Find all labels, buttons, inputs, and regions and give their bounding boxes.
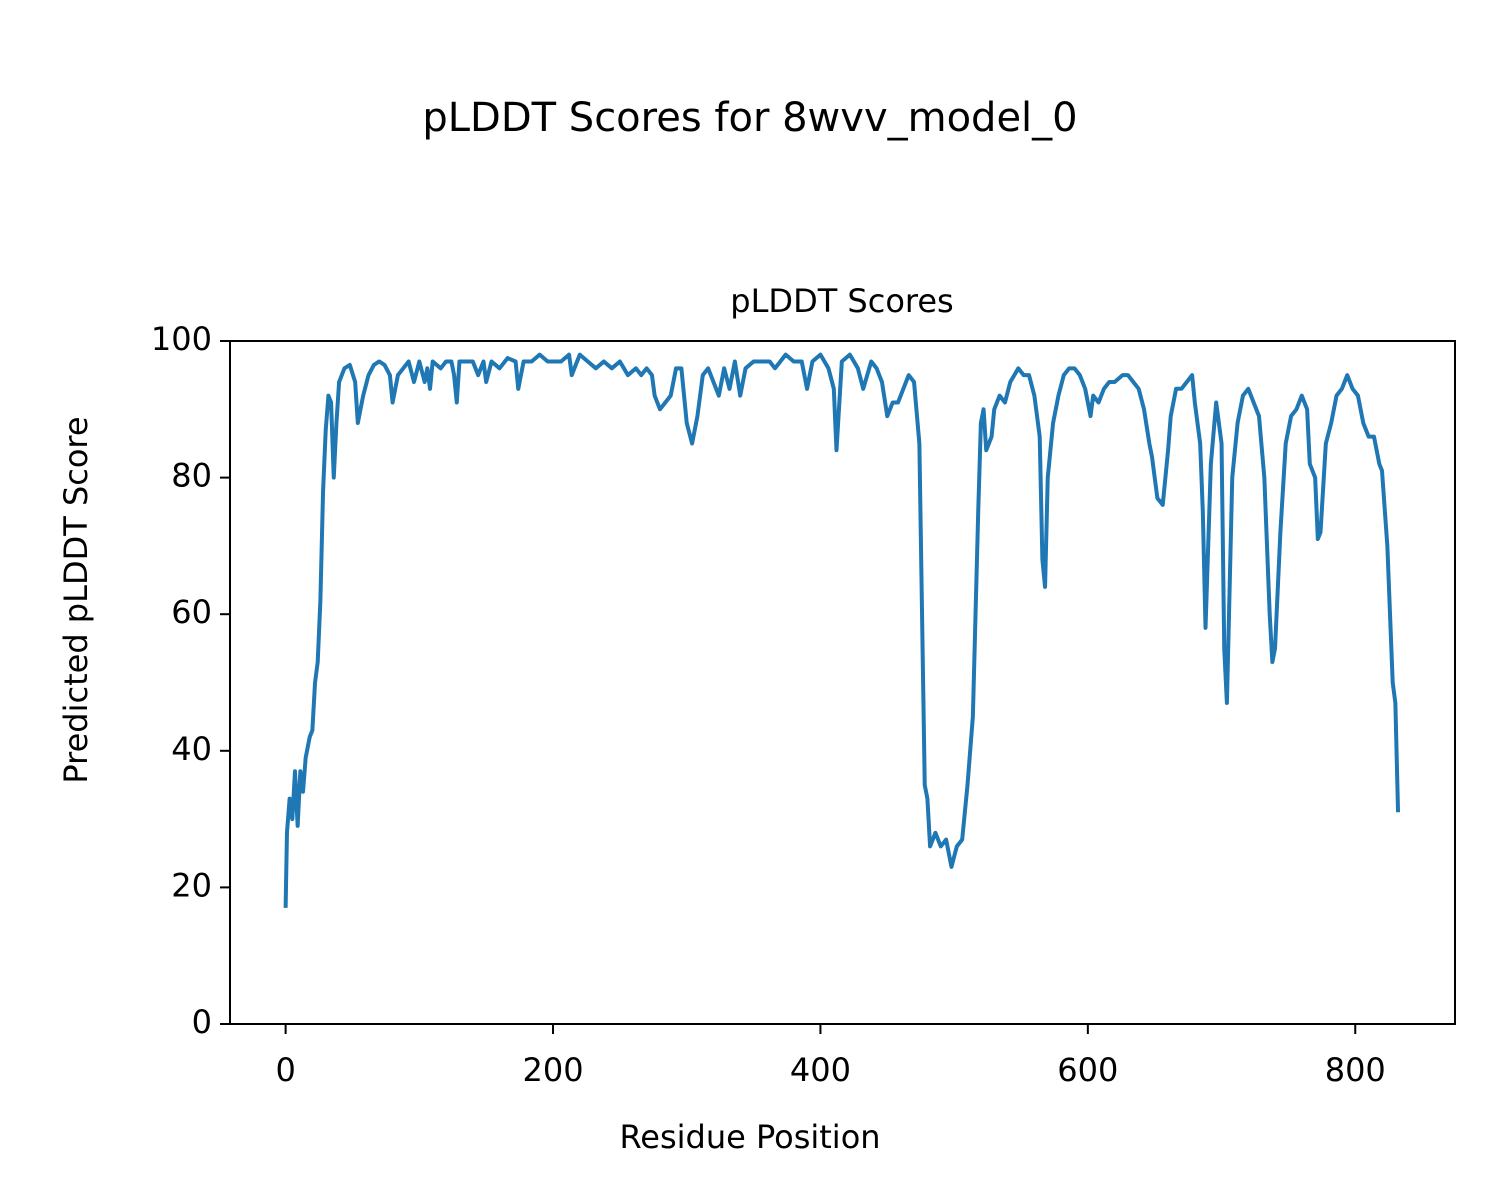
y-tick-label: 0	[192, 1003, 212, 1041]
y-tick-label: 100	[151, 320, 212, 358]
data-line	[283, 352, 1401, 908]
axes-title: pLDDT Scores	[730, 282, 953, 320]
x-tick-label: 400	[790, 1051, 851, 1089]
y-tick-label: 60	[171, 593, 212, 631]
x-tick-label: 0	[275, 1051, 295, 1089]
plot-frame	[229, 340, 1456, 1025]
y-tick-label: 40	[171, 730, 212, 768]
y-axis-label: Predicted pLDDT Score	[57, 416, 95, 783]
chart-title: pLDDT Scores for 8wvv_model_0	[422, 95, 1077, 141]
x-tick-label: 600	[1057, 1051, 1118, 1089]
x-axis-label: Residue Position	[619, 1118, 880, 1156]
y-tick-label: 20	[171, 866, 212, 904]
y-tick-label: 80	[171, 457, 212, 495]
x-tick-label: 800	[1325, 1051, 1386, 1089]
x-tick-label: 200	[522, 1051, 583, 1089]
